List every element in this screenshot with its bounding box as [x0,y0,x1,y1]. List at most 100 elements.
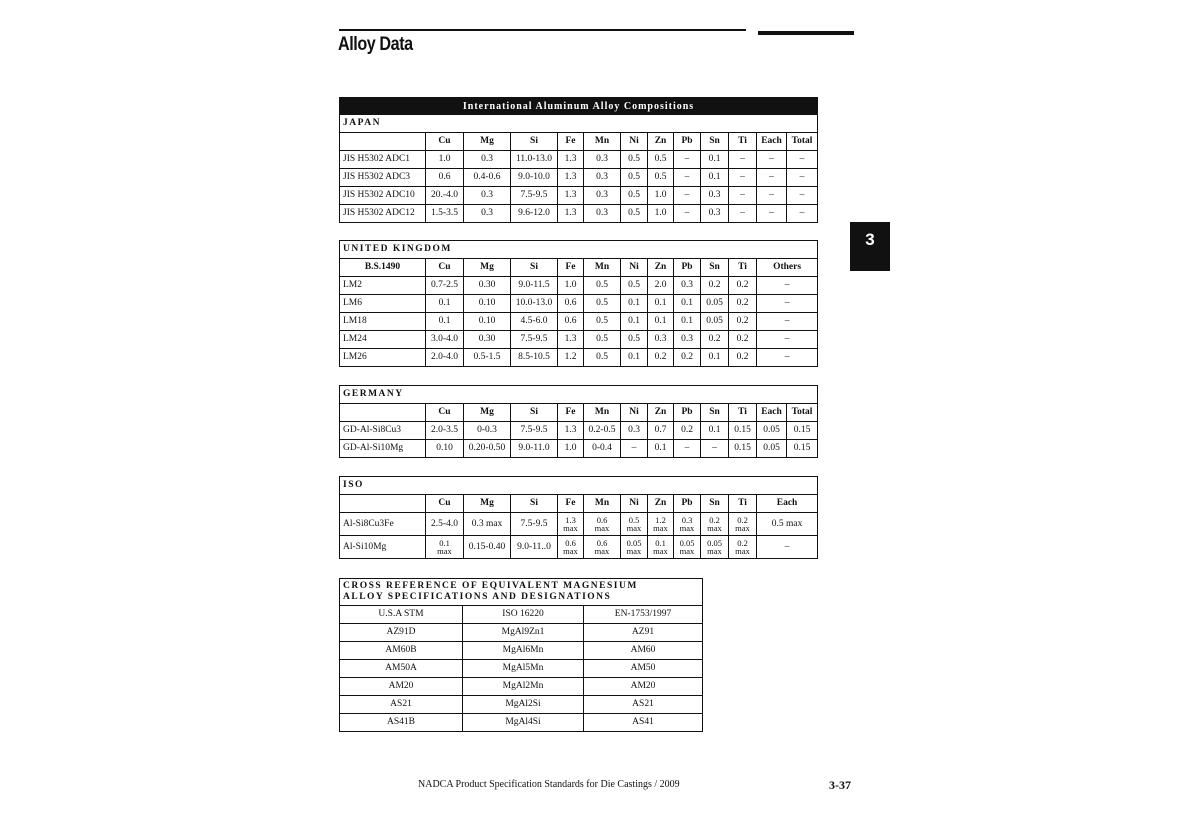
table-cell: – [756,168,787,187]
table-cell: – [756,150,787,169]
table-row: LM24 3.0-4.0 0.30 7.5-9.5 1.3 0.5 0.5 0.3 0.3 0.2… [339,330,819,349]
table-cell: 2.0 [647,276,674,295]
column-header: Cu [425,258,464,277]
table-cell: – [756,204,787,223]
header-rule [339,29,746,31]
section-title: GERMANY [338,385,819,404]
table-cell: 0.5 [583,276,621,295]
column-header: Mg [463,494,511,513]
table-cell: 0.3 max [673,512,701,536]
alloy-name: LM24 [339,330,426,349]
table-cell: 7.5-9.5 [510,330,558,349]
table-cell: 0.3 [647,330,674,349]
table-cell: 0.15 [785,421,819,440]
table-cell: 0.6 max [557,535,584,559]
table-cell: 4.5-6.0 [510,312,558,331]
table-cell: – [785,150,819,169]
table-cell: 0.1 max [647,535,674,559]
table-cell: 0.2-0.5 [583,421,621,440]
column-header: Fe [557,258,584,277]
table-cell: 0.2 [700,276,729,295]
table-row: JIS H5302 ADC10 20.-4.0 0.3 7.5-9.5 1.3 0.3 0.… [339,186,819,205]
table-cell: – [755,535,819,559]
table-cell: 2.5-4.0 [425,512,464,536]
table-row: AM60B MgAl6Mn AM60 [339,641,704,660]
page-title: Alloy Data [338,34,413,55]
table-cell: MgAl9Zn1 [462,623,584,642]
table-cell: 0.2 [728,312,757,331]
table-cell: 0.5 [620,168,648,187]
table-row: GD-Al-Si8Cu3 2.0-3.5 0-0.3 7.5-9.5 1.3 0.2-0.… [339,421,819,440]
table-cell: 0.5-1.5 [463,348,511,367]
column-header: Fe [557,494,584,513]
column-header: Others [755,258,819,277]
column-header: Ni [620,494,648,513]
table-cell: – [673,186,701,205]
table-cell: 0.15-0.40 [463,535,511,559]
column-header: Mn [583,132,621,151]
column-header: Sn [700,494,729,513]
table-cell: 1.3 [557,150,584,169]
table-row: AZ91D MgAl9Zn1 AZ91 [339,623,704,642]
table-cell: 0-0.3 [463,421,511,440]
table-cell: 0.10 [425,439,464,458]
table-cell: 0.3 [583,204,621,223]
column-header: Ti [728,403,757,422]
column-header: ISO 16220 [462,605,584,624]
table-cell: 0.1 [700,168,729,187]
table-cell: 0.05 [756,439,787,458]
table-cell: 0.2 [647,348,674,367]
column-header: Zn [647,494,674,513]
table-cell: 1.2 max [647,512,674,536]
table-cell: 0.30 [463,330,511,349]
table-cell: 0.3 max [463,512,511,536]
table-cell: 2.0-3.5 [425,421,464,440]
table-cell: 0.4-0.6 [463,168,511,187]
section-title: UNITED KINGDOM [338,240,819,259]
table-cell: AM50A [339,659,463,678]
table-row: LM6 0.1 0.10 10.0-13.0 0.6 0.5 0.1 0.1 0.1 0.05 0.… [339,294,819,313]
column-header [339,494,426,513]
column-header: Fe [557,403,584,422]
table-cell: AS41B [339,713,463,732]
table-cell: – [755,294,819,313]
table-cell: 1.5-3.5 [425,204,464,223]
section-title: JAPAN [338,114,819,133]
alloy-name: JIS H5302 ADC12 [339,204,426,223]
table-cell: 1.2 [557,348,584,367]
column-header: Zn [647,258,674,277]
alloy-name: LM18 [339,312,426,331]
column-header: Si [510,258,558,277]
table-cell: 1.0 [557,276,584,295]
table-cell: 0-0.4 [583,439,621,458]
table-cell: 0.5 [620,150,648,169]
header-row: U.S.A STM ISO 16220 EN-1753/1997 [339,605,704,624]
column-header: Zn [647,132,674,151]
table-cell: 0.15 [728,421,757,440]
table-cell: 0.2 [728,330,757,349]
table-cell: 0.1 [620,294,648,313]
table-cell: AM60 [582,641,704,660]
column-header: B.S.1490 [339,258,426,277]
column-header: Pb [673,258,701,277]
table-row: GD-Al-Si10Mg 0.10 0.20-0.50 9.0-11.0 1.0 0-0.… [339,439,819,458]
table-cell: – [785,186,819,205]
table-cell: 1.3 [557,421,584,440]
table-cell: – [755,312,819,331]
table-cell: – [756,186,787,205]
table-cell: – [755,330,819,349]
table-cell: 2.0-4.0 [425,348,464,367]
table-cell: 9.0-11.0 [510,439,558,458]
table-cell: – [728,186,757,205]
table-cell: – [728,168,757,187]
column-header: Total [785,132,819,151]
column-header [339,403,426,422]
table-cell: 0.5 [620,186,648,205]
table-cell: 0.2 [728,276,757,295]
column-header: Sn [700,403,729,422]
table-cell: 1.3 [557,186,584,205]
table-cell: – [673,168,701,187]
table-cell: 0.2 max [728,535,757,559]
table-cell: 0.1 [425,312,464,331]
column-header: Mn [583,403,621,422]
